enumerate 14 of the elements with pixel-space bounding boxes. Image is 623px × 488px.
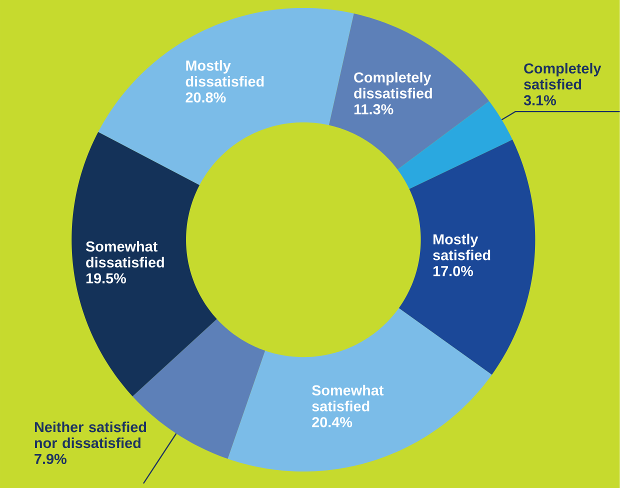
data-label: 17.0% [433,266,474,276]
data-label: 20.4% [312,416,352,428]
slice-label: Completely satisfied [524,62,602,90]
slice-label: Somewhat satisfied [312,384,384,412]
data-label: 20.8% [186,92,226,102]
slice-label: Neither satisfied nor dissatisfied [34,421,146,448]
data-label: 11.3% [354,104,394,114]
slice-label: Mostly dissatisfied [186,60,264,86]
slice-label: Somewhat dissatisfied [86,240,164,268]
slice-label: Completely dissatisfied [354,72,432,98]
data-label: 7.9% [34,454,66,464]
data-label: 19.5% [86,273,126,284]
slice-label: Mostly satisfied [433,234,490,260]
data-label: 3.1% [524,94,556,106]
